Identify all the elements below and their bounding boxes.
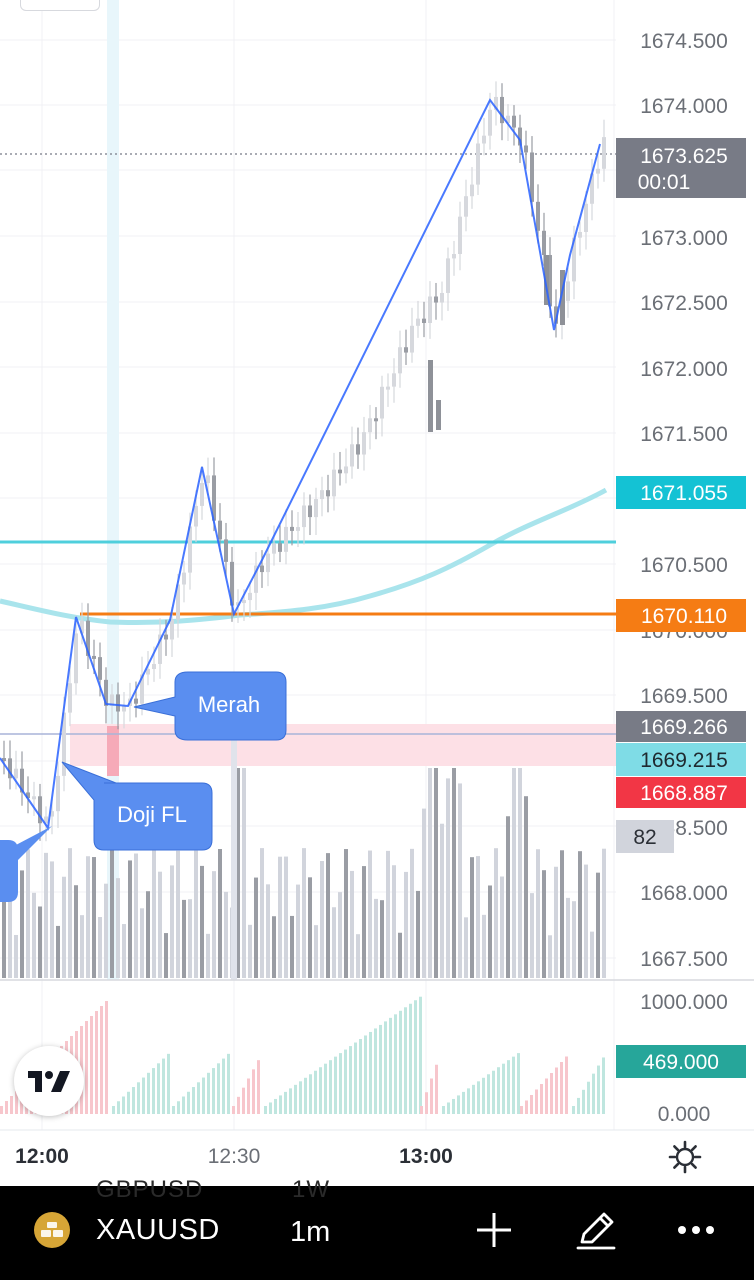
volume-bars xyxy=(2,768,606,978)
time-axis-label: 13:00 xyxy=(399,1145,453,1168)
symbol-name: XAUUSD xyxy=(96,1213,220,1246)
price-axis-label: 1672.000 xyxy=(640,358,728,381)
tradingview-logo[interactable] xyxy=(14,1046,84,1116)
svg-text:1671.055: 1671.055 xyxy=(640,482,728,505)
cyan-low-price-tag: 1669.215 xyxy=(616,743,746,776)
countdown: 00:01 xyxy=(638,171,691,194)
tradingview-logo-icon xyxy=(28,1071,70,1092)
red-price-tag: 1668.887 xyxy=(616,777,746,808)
volume-axis-label: 0.000 xyxy=(658,1103,711,1126)
doji-callout-text: Doji FL xyxy=(117,802,187,827)
pencil-icon xyxy=(576,1212,616,1250)
add-button[interactable] xyxy=(472,1208,516,1252)
chart-canvas[interactable]: Merah Doji FL 1674.5001674.0001673.00016… xyxy=(0,0,754,1186)
svg-text:469.000: 469.000 xyxy=(643,1051,719,1074)
price-axis-label: 1668.000 xyxy=(640,882,728,905)
price-axis-label: 1674.000 xyxy=(640,95,728,118)
gold-coin-icon xyxy=(34,1212,70,1248)
merah-callout-text: Merah xyxy=(198,692,260,717)
bottom-toolbar: GBPUSD 1W XAUUSD 1m xyxy=(0,1176,754,1280)
time-axis-label: 12:30 xyxy=(208,1145,261,1168)
time-axis[interactable]: 12:00 12:30 13:00 xyxy=(15,1145,453,1168)
svg-text:1669.215: 1669.215 xyxy=(640,749,728,772)
timeframe-selector[interactable]: 1m xyxy=(290,1216,331,1248)
price-axis-label: 1674.500 xyxy=(640,30,728,53)
merah-callout[interactable]: Merah xyxy=(133,671,287,741)
red-zone xyxy=(70,724,616,766)
svg-text:1670.110: 1670.110 xyxy=(641,605,727,628)
volume-count-tag: 82 xyxy=(616,820,674,853)
crosshair-price-tag: 1669.266 xyxy=(616,711,746,742)
price-axis-label: 1673.000 xyxy=(640,227,728,250)
plus-icon xyxy=(477,1213,511,1247)
indicator-bars xyxy=(0,996,605,1114)
price-axis-label: 1672.500 xyxy=(640,292,728,315)
svg-text:1669.266: 1669.266 xyxy=(640,716,728,739)
settings-gear-icon[interactable] xyxy=(668,1140,702,1174)
more-button[interactable] xyxy=(674,1208,718,1252)
price-axis-label: 1670.500 xyxy=(640,554,728,577)
volume-axis-label: 1000.000 xyxy=(640,991,728,1014)
top-toggle-button[interactable] xyxy=(20,0,100,11)
last-price-tag: 1673.625 00:01 xyxy=(616,138,746,198)
last-price-value: 1673.625 xyxy=(640,145,728,168)
symbol-selector[interactable]: XAUUSD xyxy=(34,1212,220,1248)
ghost-timeframe: 1W xyxy=(292,1176,330,1203)
drawing-tools-button[interactable] xyxy=(574,1208,618,1252)
moving-average-line xyxy=(0,487,608,626)
time-axis-label: 12:00 xyxy=(15,1145,69,1168)
indicator-value-tag: 469.000 xyxy=(616,1045,746,1078)
ma-price-tag: 1671.055 xyxy=(616,476,746,509)
zigzag-line[interactable] xyxy=(0,98,601,831)
svg-text:1668.887: 1668.887 xyxy=(640,782,728,805)
left-callout-fragment[interactable] xyxy=(0,826,52,902)
price-axis[interactable]: 1674.500 1674.000 1673.000 1672.500 1672.000… xyxy=(640,30,728,1126)
more-icon xyxy=(678,1226,714,1234)
price-axis-label: 1669.500 xyxy=(640,685,728,708)
ghost-symbol: GBPUSD xyxy=(96,1176,204,1203)
doji-callout[interactable]: Doji FL xyxy=(61,761,213,851)
price-axis-label: 1671.500 xyxy=(640,423,728,446)
price-axis-label: 1667.500 xyxy=(640,948,728,971)
red-zone-bar xyxy=(107,726,119,776)
orange-price-tag: 1670.110 xyxy=(616,599,746,632)
svg-text:82: 82 xyxy=(633,826,656,849)
